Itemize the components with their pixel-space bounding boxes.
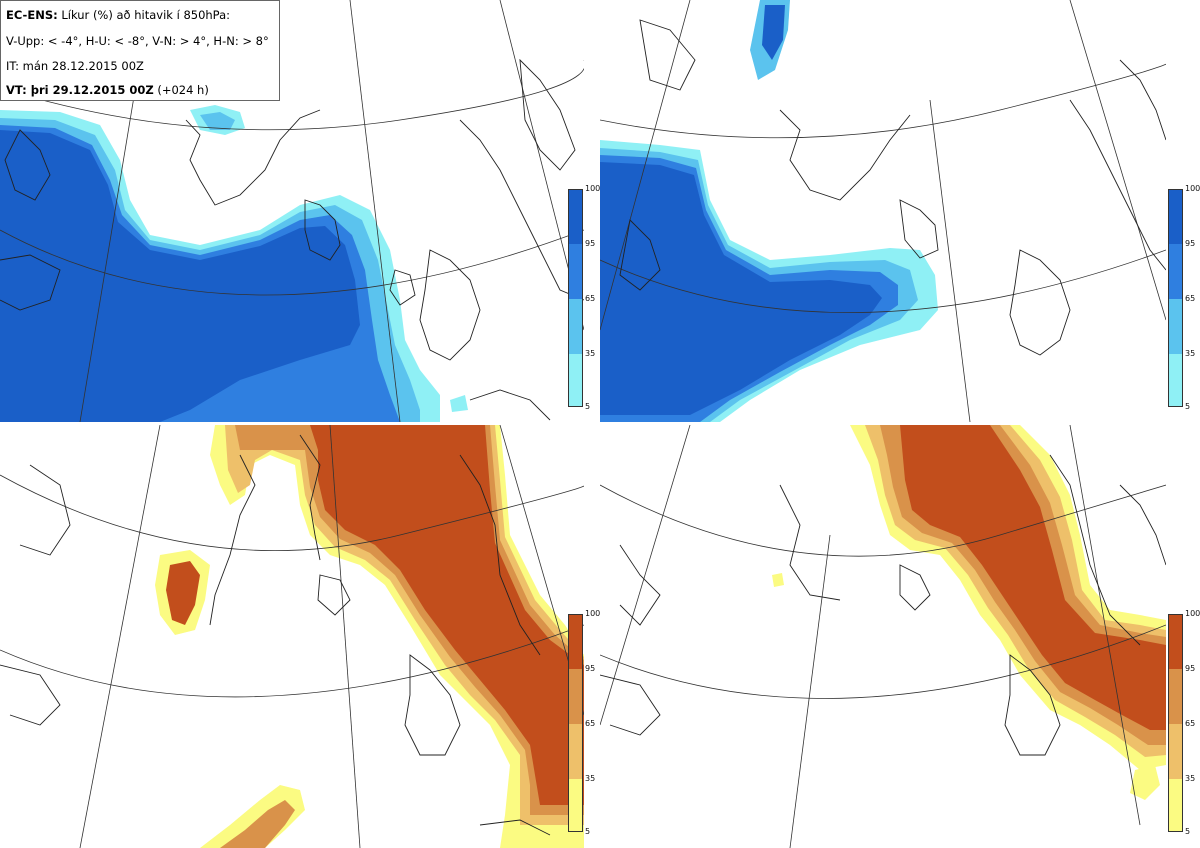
probability-area-southwest-inner xyxy=(220,800,295,848)
colorbar-tick: 5 xyxy=(1185,827,1191,836)
probability-area-southwest xyxy=(200,785,305,848)
coastlines xyxy=(0,434,551,836)
colorbar-top-left: 100 95 65 35 5 xyxy=(568,184,600,411)
lead-time: (+024 h) xyxy=(157,83,209,97)
probability-area-95 xyxy=(600,162,882,415)
colorbar-tick: 65 xyxy=(585,719,596,728)
valid-time: VT: þri 29.12.2015 00Z xyxy=(6,83,154,97)
probability-area-north-inner xyxy=(762,5,785,60)
colorbar-tick: 35 xyxy=(585,774,596,783)
colorbar-tick: 95 xyxy=(585,239,596,248)
probability-area-small xyxy=(450,395,468,412)
colorbar-tick: 65 xyxy=(1185,294,1196,303)
colorbar-tick: 95 xyxy=(585,664,596,673)
colorbar-tick: 35 xyxy=(1185,774,1196,783)
colorbar-top-right: 100 95 65 35 5 xyxy=(1168,184,1200,411)
thresholds-line: V-Upp: < -4°, H-U: < -8°, V-N: > 4°, H-N… xyxy=(6,34,269,48)
title-line: EC-ENS: Líkur (%) að hitavik í 850hPa: xyxy=(6,8,230,22)
probability-map xyxy=(600,0,1166,422)
colorbar-bottom-right: 100 95 65 35 5 xyxy=(1168,609,1200,836)
probability-area-65 xyxy=(235,425,584,815)
title-text: Líkur (%) að hitavik í 850hPa: xyxy=(61,8,231,22)
colorbar-tick: 35 xyxy=(585,349,596,358)
map-panel-top-left xyxy=(0,0,584,422)
probability-area-greenland-tip-inner xyxy=(200,112,235,130)
colorbar-tick: 95 xyxy=(1185,239,1196,248)
colorbar-tick: 100 xyxy=(585,184,601,193)
valid-time-line: VT: þri 29.12.2015 00Z (+024 h) xyxy=(6,83,209,97)
coastlines xyxy=(0,58,584,421)
probability-area-isolated-inner xyxy=(166,561,200,625)
colorbar-tick: 100 xyxy=(1185,609,1200,618)
colorbar-tick: 35 xyxy=(1185,349,1196,358)
colorbar-gradient xyxy=(568,189,583,407)
colorbar-tick: 100 xyxy=(1185,184,1200,193)
coastlines xyxy=(600,454,1166,756)
probability-map xyxy=(0,425,584,848)
panel-separator-horizontal xyxy=(0,422,1200,425)
model-label: EC-ENS: xyxy=(6,8,58,22)
colorbar-gradient xyxy=(568,614,583,832)
colorbar-tick: 65 xyxy=(1185,719,1196,728)
colorbar-tick: 5 xyxy=(585,402,591,411)
colorbar-bottom-left: 100 95 65 35 5 xyxy=(568,609,600,836)
probability-area-95 xyxy=(900,425,1166,730)
colorbar-gradient xyxy=(1168,614,1183,832)
colorbar-gradient xyxy=(1168,189,1183,407)
map-panel-top-right xyxy=(600,0,1166,422)
colorbar-tick: 95 xyxy=(1185,664,1196,673)
graticule xyxy=(600,425,1166,848)
probability-map xyxy=(600,425,1166,848)
graticule xyxy=(600,0,1166,422)
forecast-info-box: EC-ENS: Líkur (%) að hitavik í 850hPa: V… xyxy=(0,0,280,101)
probability-map xyxy=(0,0,584,422)
probability-area-95 xyxy=(0,130,360,422)
graticule xyxy=(0,425,584,848)
colorbar-tick: 100 xyxy=(585,609,601,618)
probability-area-95 xyxy=(310,425,584,805)
probability-area-small xyxy=(772,573,784,587)
map-panel-bottom-left xyxy=(0,425,584,848)
colorbar-tick: 5 xyxy=(1185,402,1191,411)
colorbar-tick: 65 xyxy=(585,294,596,303)
coastlines xyxy=(619,19,1166,356)
colorbar-tick: 5 xyxy=(585,827,591,836)
init-time: IT: mán 28.12.2015 00Z xyxy=(6,59,144,73)
probability-area-small-south xyxy=(1130,765,1160,800)
map-panel-bottom-right xyxy=(600,425,1166,848)
